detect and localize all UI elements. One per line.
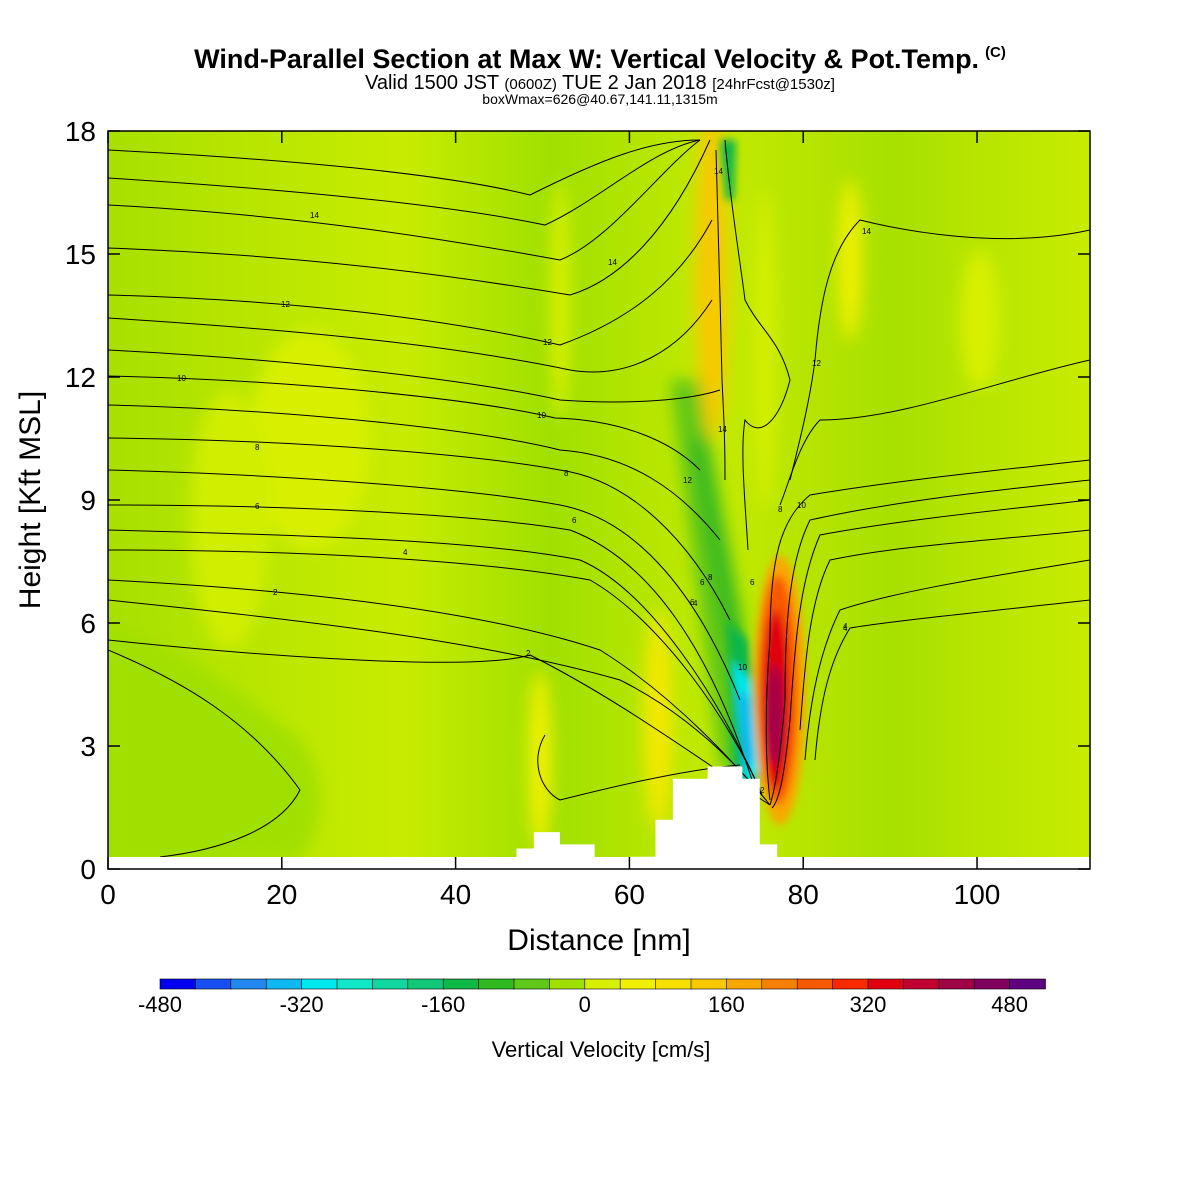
valid-time: Valid 1500 JST [365,72,499,94]
contour-label: 12 [683,476,692,485]
colorbar-swatch [973,978,1011,990]
x-tick-label: 0 [100,879,116,910]
colorbar-tick-label: -320 [280,992,324,1017]
contour-label: 4 [843,622,848,631]
colorbar-swatch [407,978,444,990]
colorbar-tick-label: -480 [138,992,182,1017]
contour-label: 10 [738,663,747,672]
colorbar-label: Vertical Velocity [cm/s] [492,1037,711,1062]
contour-label: 14 [608,258,617,267]
y-tick-label: 15 [65,239,96,270]
chart-title: Wind-Parallel Section at Max W: Vertical… [0,44,1200,75]
contour-label: 12 [281,300,290,309]
contour-label: 14 [862,227,871,236]
colorbar-swatch [549,978,586,990]
y-axis: 0 3 6 9 12 15 18 [65,116,1090,885]
contour-label: 10 [177,374,186,383]
contour-label: 8 [564,469,569,478]
colorbar-tick-label: 160 [708,992,745,1017]
colorbar-swatch [513,978,551,990]
x-tick-label: 60 [614,879,645,910]
colorbar-swatch [832,978,869,990]
valid-date: TUE 2 Jan 2018 [562,72,707,94]
ground-strip [108,857,1090,869]
colorbar-swatch [619,978,657,990]
forecast-info: [24hrFcst@1530z] [712,76,835,93]
contour-label: 6 [690,598,695,607]
contour-label: 8 [778,505,783,514]
x-tick-label: 100 [954,879,1001,910]
colorbar-swatch [761,978,798,990]
x-tick-label: 40 [440,879,471,910]
contour-label: 6 [255,502,260,511]
contour-label: 10 [797,501,806,510]
y-tick-label: 9 [80,485,96,516]
contour-label: 2 [760,786,765,795]
contour-label: 2 [273,588,278,597]
x-axis-label: Distance [nm] [507,924,690,957]
x-axis: 0 20 40 60 80 100 [100,131,1000,910]
colorbar-tick-label: 320 [850,992,887,1017]
colorbar-swatch [690,978,728,990]
copyright-mark: (C) [985,44,1006,61]
contour-label: 4 [403,548,408,557]
colorbar-swatch [1009,978,1046,990]
contour-label: 6 [572,516,577,525]
theta-contours [108,139,1090,858]
colorbar-swatch [336,978,374,990]
contour-label: 4 [693,599,698,608]
contour-label: 12 [543,338,552,347]
valid-utc: (0600Z) [504,76,557,93]
colorbar-swatch [796,978,834,990]
contour-label: 12 [812,359,821,368]
y-tick-label: 12 [65,362,96,393]
contour-label: 4 [843,624,848,633]
velocity-patches [108,131,1000,869]
contour-label: 10 [537,411,546,420]
colorbar-swatch [230,978,268,990]
terrain [516,766,778,869]
colorbar-swatch [442,978,480,990]
contour-label: 8 [255,443,260,452]
contour-label: 6 [700,578,705,587]
colorbar [159,978,1046,990]
colorbar-swatch [903,978,940,990]
colorbar-swatch [159,978,197,990]
colorbar-swatch [195,978,232,990]
contour-label: 2 [526,649,531,658]
colorbar-tick-label: -160 [421,992,465,1017]
colorbar-swatch [478,978,515,990]
colorbar-swatch [265,978,303,990]
contour-label: 8 [708,573,713,582]
x-tick-label: 80 [788,879,819,910]
contour-label: 6 [750,578,755,587]
colorbar-swatch [372,978,409,990]
colorbar-swatch [584,978,621,990]
y-tick-label: 0 [80,854,96,885]
colorbar-swatch [938,978,975,990]
chart-subtitle: Valid 1500 JST (0600Z) TUE 2 Jan 2018 [2… [0,72,1200,95]
x-tick-label: 20 [266,879,297,910]
contour-label: 14 [714,167,723,176]
colorbar-ticks: -480 -320 -160 0 160 320 480 [138,992,1028,1017]
colorbar-swatch [867,978,905,990]
y-tick-label: 3 [80,731,96,762]
colorbar-tick-label: 480 [991,992,1028,1017]
contour-label: 14 [310,211,319,220]
velocity-field: 14 14 12 10 8 6 4 2 14 12 10 8 6 14 12 1… [108,131,1090,869]
y-axis-label: Height [Kft MSL] [14,391,47,609]
colorbar-swatch [726,978,763,990]
colorbar-swatch [301,978,338,990]
y-tick-label: 6 [80,608,96,639]
colorbar-swatch [655,978,692,990]
contour-labels: 14 14 12 10 8 6 4 2 14 12 10 8 6 14 12 1… [177,167,871,795]
box-info: boxWmax=626@40.67,141.11,1315m [482,91,718,107]
title-text: Wind-Parallel Section at Max W: Vertical… [194,44,980,74]
colorbar-tick-label: 0 [579,992,591,1017]
contour-label: 14 [718,425,727,434]
y-tick-label: 18 [65,116,96,147]
